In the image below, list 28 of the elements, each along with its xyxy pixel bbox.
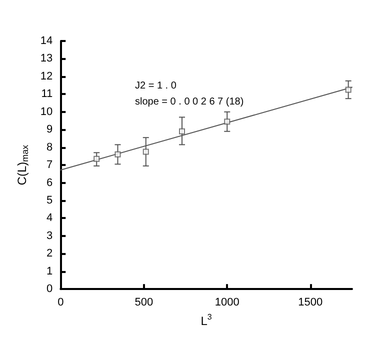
y-tick-label: 1 <box>46 265 53 278</box>
y-tick-label: 6 <box>46 176 53 189</box>
x-tick-label: 500 <box>134 296 154 309</box>
y-tick-label: 3 <box>46 230 53 242</box>
y-tick-label: 0 <box>46 283 53 296</box>
y-tick-label: 5 <box>46 194 53 206</box>
y-tick-label: 9 <box>46 124 53 136</box>
point <box>142 148 149 155</box>
y-tick-label: 7 <box>46 159 53 172</box>
y-tick-label: 4 <box>46 212 53 224</box>
y-tick-label: 11 <box>41 88 53 100</box>
y-tick-label: 8 <box>46 141 53 154</box>
point <box>224 118 230 125</box>
y-tick-label: 12 <box>40 70 53 82</box>
point <box>345 86 352 93</box>
y-tick-label: 2 <box>46 248 53 260</box>
annotation: slope = 0 . 0 0 2 6 7 (18) <box>135 96 244 108</box>
point <box>114 151 121 158</box>
y-tick-label: 10 <box>40 106 53 118</box>
x-tick-label: 1500 <box>298 296 323 309</box>
y-tick-label: 13 <box>40 52 53 65</box>
point <box>94 156 100 162</box>
y-axis-title: C(L)max <box>15 144 30 186</box>
point <box>179 128 186 134</box>
y-tick-label: 14 <box>40 35 53 47</box>
x-tick-label: 0 <box>58 296 64 309</box>
annotation: J2 = 1 . 0 <box>135 80 177 92</box>
x-tick-label: 1000 <box>214 296 240 309</box>
